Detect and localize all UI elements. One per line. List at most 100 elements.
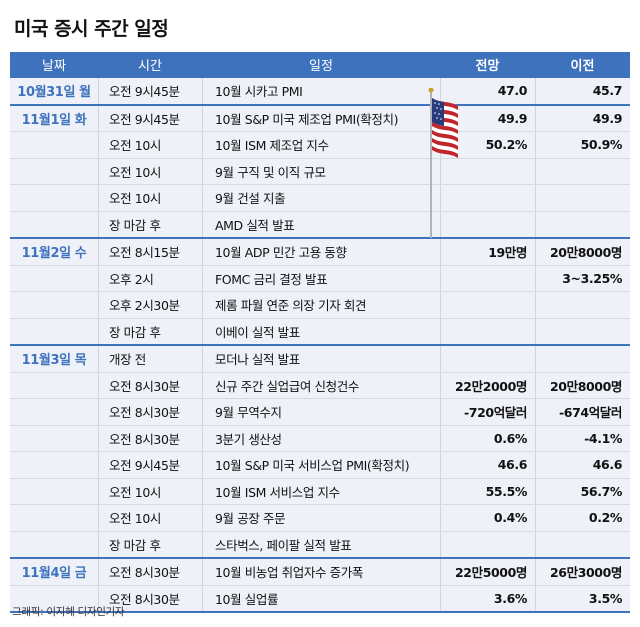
previous-cell: 56.7% [535,478,630,504]
previous-cell [535,318,630,344]
previous-cell: 45.7 [535,78,630,104]
previous-cell: 50.9% [535,132,630,158]
time-cell: 오후 2시30분 [98,292,202,318]
forecast-cell [440,158,535,184]
table-row: 오전 8시30분 3분기 생산성 0.6% -4.1% [10,425,630,452]
previous-cell [535,211,630,237]
event-cell: FOMC 금리 결정 발표 [202,265,440,291]
date-group: 11월1일 화 오전 9시45분 10월 S&P 미국 제조업 PMI(확정치) 49… [10,103,630,238]
event-cell: 10월 실업률 [202,585,440,611]
table-row: 장 마감 후 스타벅스, 페이팔 실적 발표 [10,531,630,558]
event-cell: 9월 무역수지 [202,399,440,425]
table-row: 오전 9시45분 10월 시카고 PMI 47.0 45.7 [10,78,630,104]
event-cell: 9월 구직 및 이직 규모 [202,158,440,184]
date-cell [10,479,98,505]
event-cell: 제롬 파월 연준 의장 기자 회견 [202,292,440,318]
header-date: 날짜 [42,58,66,74]
table-row: 오전 10시 9월 건설 지출 [10,185,630,212]
time-cell: 장 마감 후 [98,318,202,344]
previous-cell: 20만8000명 [535,372,630,398]
forecast-cell [440,211,535,237]
header-forecast: 전망 [475,58,500,74]
date-cell [10,185,98,211]
forecast-cell: 22만5000명 [440,559,535,585]
event-cell: 10월 S&P 미국 서비스업 PMI(확정치) [202,452,440,478]
header-previous: 이전 [570,58,595,74]
event-cell: 9월 건설 지출 [202,185,440,211]
previous-cell [535,292,630,318]
date-cell [10,159,98,185]
previous-cell [535,185,630,211]
forecast-cell: 55.5% [440,478,535,504]
event-cell: 모더나 실적 발표 [202,346,440,372]
time-cell: 오전 9시45분 [98,105,202,131]
date-label: 10월31일 월 [17,85,91,101]
time-cell: 오후 2시 [98,265,202,291]
forecast-cell: -720억달러 [440,399,535,425]
forecast-cell: 0.4% [440,505,535,531]
time-cell: 오전 10시 [98,505,202,531]
forecast-cell: 3.6% [440,585,535,611]
table-row: 오후 2시 FOMC 금리 결정 발표 3~3.25% [10,265,630,292]
previous-cell: 49.9 [535,105,630,131]
time-cell: 장 마감 후 [98,211,202,237]
previous-cell: 46.6 [535,452,630,478]
time-cell: 오전 9시45분 [98,452,202,478]
forecast-cell: 0.6% [440,425,535,451]
date-cell [10,266,98,292]
table-row: 장 마감 후 이베이 실적 발표 [10,318,630,345]
date-cell [10,452,98,478]
event-cell: 신규 주간 실업급여 신청건수 [202,372,440,398]
date-cell [10,292,98,318]
date-group: 11월2일 수 오전 8시15분 10월 ADP 민간 고용 동향 19만명 20만80… [10,237,630,344]
date-cell [10,319,98,345]
date-cell [10,399,98,425]
event-cell: AMD 실적 발표 [202,211,440,237]
table-row: 오전 10시 9월 공장 주문 0.4% 0.2% [10,505,630,532]
event-cell: 10월 ISM 서비스업 지수 [202,478,440,504]
date-cell [10,212,98,238]
table-row: 장 마감 후 AMD 실적 발표 [10,211,630,238]
forecast-cell [440,318,535,344]
previous-cell: 26만3000명 [535,559,630,585]
event-cell: 스타벅스, 페이팔 실적 발표 [202,531,440,557]
forecast-cell [440,531,535,557]
event-cell: 10월 시카고 PMI [202,78,440,104]
forecast-cell: 19만명 [440,239,535,265]
table-row: 오전 10시 10월 ISM 서비스업 지수 55.5% 56.7% [10,478,630,505]
forecast-cell [440,292,535,318]
previous-cell: -674억달러 [535,399,630,425]
forecast-cell: 47.0 [440,78,535,104]
date-cell [10,426,98,452]
forecast-cell [440,185,535,211]
date-cell [10,373,98,399]
table-bottom-rule [10,611,630,613]
time-cell: 오전 8시30분 [98,372,202,398]
date-cell [10,505,98,531]
date-cell [10,532,98,558]
date-group: 10월31일 월 오전 9시45분 10월 시카고 PMI 47.0 45.7 [10,76,630,104]
previous-cell: 0.2% [535,505,630,531]
time-cell: 오전 8시30분 [98,585,202,611]
date-label: 11월4일 금 [21,566,87,582]
time-cell: 오전 10시 [98,478,202,504]
date-group: 11월3일 목 개장 전 모더나 실적 발표 오전 8시30분 신규 주간 실업급여 신… [10,344,630,557]
credit-text: 그래픽: 이지혜 디자인기자 [12,606,125,618]
previous-cell [535,346,630,372]
previous-cell [535,158,630,184]
previous-cell: 20만8000명 [535,239,630,265]
table-row: 오전 8시15분 10월 ADP 민간 고용 동향 19만명 20만8000명 [10,239,630,266]
event-cell: 9월 공장 주문 [202,505,440,531]
table-row: 개장 전 모더나 실적 발표 [10,346,630,373]
table-row: 오전 9시45분 10월 S&P 미국 제조업 PMI(확정치) 49.9 49.9 [10,105,630,132]
date-group: 11월4일 금 오전 8시30분 10월 비농업 취업자수 증가폭 22만5000명 2… [10,557,630,611]
previous-cell [535,531,630,557]
event-cell: 10월 비농업 취업자수 증가폭 [202,559,440,585]
event-cell: 3분기 생산성 [202,425,440,451]
time-cell: 오전 8시30분 [98,559,202,585]
date-label: 11월2일 수 [21,246,87,262]
forecast-cell [440,346,535,372]
table-row: 오전 10시 9월 구직 및 이직 규모 [10,158,630,185]
time-cell: 오전 8시15분 [98,239,202,265]
table-row: 오전 8시30분 신규 주간 실업급여 신청건수 22만2000명 20만8000명 [10,372,630,399]
